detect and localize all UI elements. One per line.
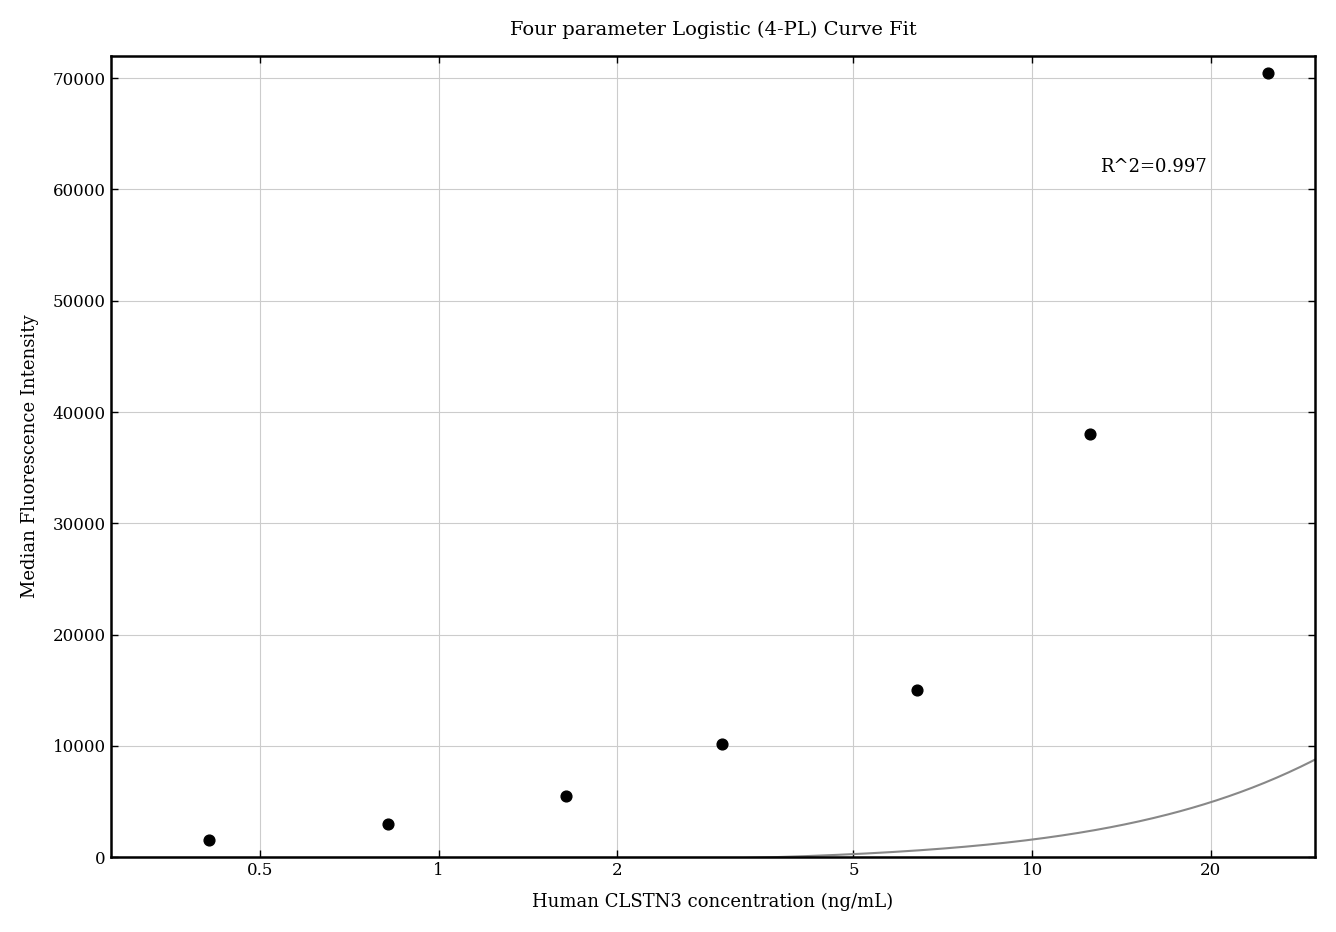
Point [906, 683, 927, 698]
Y-axis label: Median Fluorescence Intensity: Median Fluorescence Intensity [21, 315, 39, 598]
Point [1257, 65, 1279, 80]
Point [377, 816, 398, 831]
Point [711, 736, 732, 751]
Point [556, 788, 577, 803]
Text: R^2=0.997: R^2=0.997 [1100, 158, 1206, 176]
Title: Four parameter Logistic (4-PL) Curve Fit: Four parameter Logistic (4-PL) Curve Fit [509, 21, 916, 39]
X-axis label: Human CLSTN3 concentration (ng/mL): Human CLSTN3 concentration (ng/mL) [532, 893, 894, 911]
Point [1079, 427, 1101, 442]
Point [198, 833, 219, 848]
